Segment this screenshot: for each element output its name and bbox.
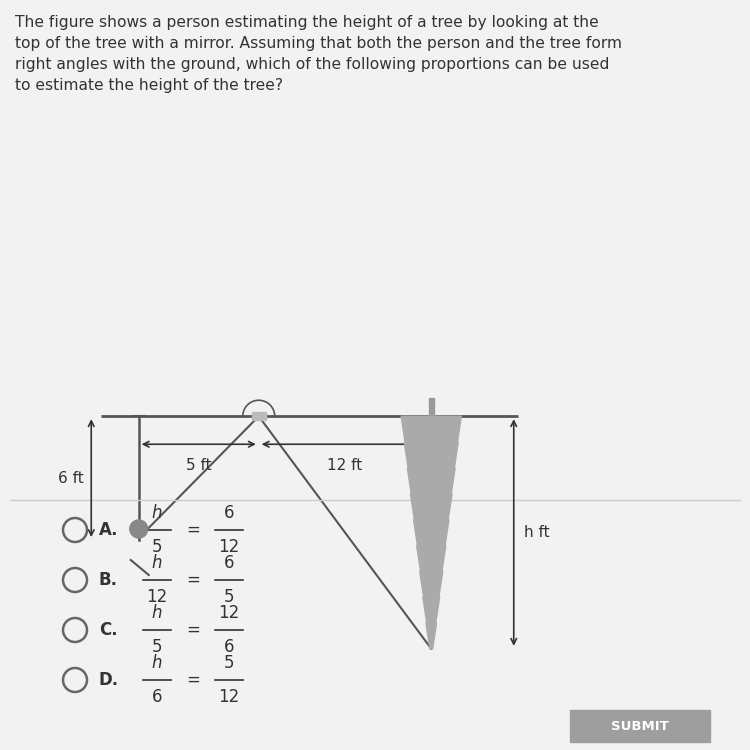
Polygon shape: [426, 623, 436, 649]
Text: 6: 6: [224, 554, 234, 572]
Polygon shape: [423, 597, 439, 623]
Polygon shape: [407, 468, 455, 494]
Text: 12: 12: [146, 588, 168, 606]
Text: The figure shows a person estimating the height of a tree by looking at the
top : The figure shows a person estimating the…: [15, 15, 622, 93]
Text: D.: D.: [99, 671, 119, 689]
Polygon shape: [416, 545, 446, 572]
Polygon shape: [420, 572, 442, 597]
Text: 5 ft: 5 ft: [186, 458, 211, 473]
Text: 12: 12: [218, 688, 240, 706]
Text: =: =: [186, 621, 200, 639]
Text: h: h: [152, 554, 162, 572]
Text: h: h: [152, 604, 162, 622]
Text: 5: 5: [152, 638, 162, 656]
Text: 5: 5: [224, 654, 234, 672]
Text: 12: 12: [218, 604, 240, 622]
Text: h ft: h ft: [524, 525, 549, 540]
Text: 6: 6: [224, 638, 234, 656]
Bar: [252, 413, 266, 420]
Text: C.: C.: [99, 621, 118, 639]
Bar: [429, 398, 433, 416]
Text: 5: 5: [224, 588, 234, 606]
Polygon shape: [401, 416, 461, 442]
Text: h: h: [152, 504, 162, 522]
Text: 6: 6: [224, 504, 234, 522]
Text: 12 ft: 12 ft: [327, 458, 363, 473]
Polygon shape: [404, 442, 458, 468]
Text: =: =: [186, 571, 200, 589]
Text: B.: B.: [99, 571, 118, 589]
Text: 5: 5: [152, 538, 162, 556]
Text: 6 ft: 6 ft: [58, 471, 83, 486]
Text: 12: 12: [218, 538, 240, 556]
Text: A.: A.: [99, 521, 118, 539]
Text: 6: 6: [152, 688, 162, 706]
Text: SUBMIT: SUBMIT: [611, 719, 669, 733]
Polygon shape: [413, 520, 449, 545]
Text: =: =: [186, 671, 200, 689]
Bar: [570, 710, 710, 742]
Polygon shape: [410, 494, 452, 520]
Text: h: h: [152, 654, 162, 672]
Text: =: =: [186, 521, 200, 539]
Circle shape: [130, 520, 148, 538]
